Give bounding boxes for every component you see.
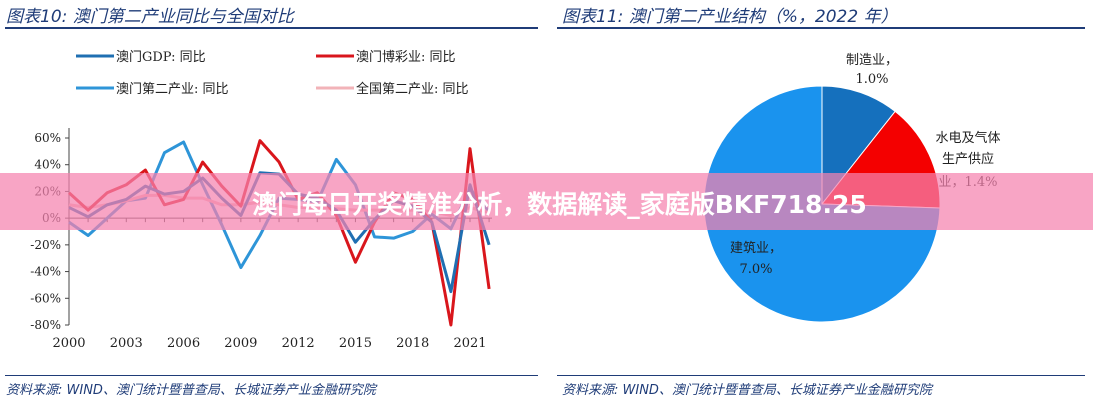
watermark-banner — [0, 173, 1093, 230]
x-tick-label: 2018 — [396, 336, 429, 351]
legend-label: 全国第二产业: 同比 — [356, 81, 469, 97]
legend-label: 澳门博彩业: 同比 — [356, 49, 456, 65]
x-tick-label: 2012 — [282, 336, 315, 351]
right-chart-title: 图表11: 澳门第二产业结构（%，2022 年） — [562, 7, 898, 27]
left-source-note: 资料来源: WIND、澳门统计暨普查局、长城证券产业金融研究院 — [6, 383, 376, 398]
y-tick-label: -80% — [30, 318, 61, 332]
y-tick-label: 60% — [34, 131, 61, 145]
left-title-rule — [5, 27, 538, 29]
pie-slice — [703, 85, 941, 323]
x-tick-label: 2021 — [453, 336, 486, 351]
series-line — [67, 139, 491, 327]
left-footer-rule — [5, 375, 538, 376]
right-title-rule — [557, 27, 1085, 29]
x-tick-label: 2009 — [224, 336, 257, 351]
right-source-note: 资料来源: WIND、澳门统计暨普查局、长城证券产业金融研究院 — [562, 383, 932, 398]
y-tick-label: -20% — [30, 238, 61, 252]
pie-label: 1.0% — [855, 72, 888, 87]
right-footer-rule — [557, 375, 1085, 376]
left-chart-title: 图表10: 澳门第二产业同比与全国对比 — [6, 7, 294, 27]
legend-label: 澳门第二产业: 同比 — [116, 81, 229, 97]
pie-label: 生产供应 — [942, 151, 994, 167]
legend-label: 澳门GDP: 同比 — [116, 49, 206, 65]
watermark-banner-text: 澳门每日开奖精准分析，数据解读_家庭版BKF718.25 — [252, 190, 867, 219]
x-tick-label: 2015 — [339, 336, 372, 351]
y-tick-label: -40% — [30, 265, 61, 279]
x-tick-label: 2006 — [167, 336, 200, 351]
pie-label: 建筑业， — [730, 240, 782, 256]
pie-label: 制造业， — [846, 53, 898, 68]
y-tick-label: 40% — [34, 158, 61, 172]
x-tick-label: 2000 — [52, 336, 85, 351]
pie-label: 7.0% — [739, 262, 772, 277]
x-tick-label: 2003 — [110, 336, 143, 351]
y-tick-label: -60% — [30, 291, 61, 305]
pie-label: 水电及气体 — [935, 130, 1000, 146]
